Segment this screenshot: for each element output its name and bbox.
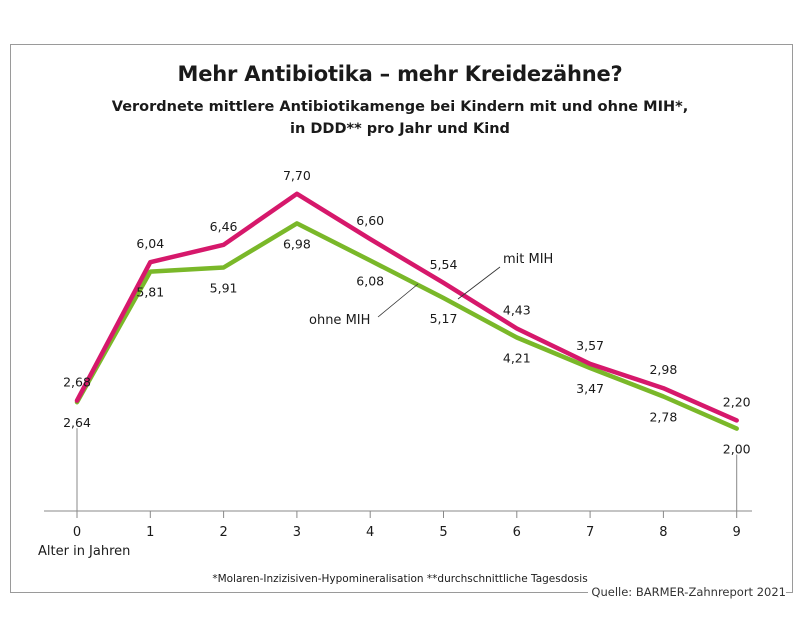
x-tick-label: 6	[513, 525, 521, 540]
data-label-ohne-mih: 5,91	[210, 281, 238, 296]
chart-title: Mehr Antibiotika – mehr Kreidezähne?	[177, 62, 623, 86]
data-label-mit-mih: 4,43	[503, 302, 531, 317]
chart-frame	[10, 44, 793, 593]
data-labels: 2,68 6,04 6,46 7,70 6,60 5,54 4,43 3,57 2,98 2,20…	[63, 168, 751, 457]
x-tick-label: 8	[659, 525, 667, 540]
chart-subtitle-line-1: Verordnete mittlere Antibiotikamenge bei…	[111, 99, 689, 115]
chart-subtitle-line-2: in DDD** pro Jahr und Kind	[290, 121, 510, 137]
data-label-mit-mih: 2,20	[723, 394, 751, 409]
series-line-mit-mih	[74, 191, 739, 423]
data-label-mit-mih: 7,70	[283, 168, 311, 183]
x-tick-label: 3	[293, 525, 301, 540]
source-credit: Quelle: BARMER-Zahnreport 2021	[588, 585, 786, 599]
data-label-mit-mih: 2,68	[63, 375, 91, 390]
data-label-mit-mih: 5,54	[430, 257, 458, 272]
x-tick-label: 0	[73, 525, 81, 540]
data-label-mit-mih: 2,98	[649, 362, 677, 377]
x-axis-title: Alter in Jahren	[38, 544, 130, 559]
legend-label-mit-mih: mit MIH	[503, 252, 553, 267]
x-tick-label: 2	[219, 525, 227, 540]
series-lines	[74, 191, 739, 431]
x-tick-label: 5	[439, 525, 447, 540]
data-label-mit-mih: 6,60	[356, 213, 384, 228]
legend-label-ohne-mih: ohne MIH	[309, 313, 370, 328]
x-tick-label: 9	[733, 525, 741, 540]
x-tick-label: 7	[586, 525, 594, 540]
data-label-ohne-mih: 4,21	[503, 351, 531, 366]
data-label-ohne-mih: 6,98	[283, 236, 311, 251]
data-label-ohne-mih: 3,47	[576, 381, 604, 396]
data-label-ohne-mih: 2,64	[63, 415, 91, 430]
footnote: *Molaren-Inzizisiven-Hypomineralisation …	[212, 573, 588, 585]
series-legend: mit MIH ohne MIH	[309, 252, 553, 328]
x-axis: 0 1 2 3 4 5 6 7 8 9 Alter in Jahren	[38, 428, 752, 559]
series-line-ohne-mih	[74, 221, 739, 431]
data-label-mit-mih: 3,57	[576, 338, 604, 353]
x-tick-label: 1	[146, 525, 154, 540]
legend-leader-mit-mih	[457, 266, 501, 300]
legend-leader-ohne-mih	[377, 283, 419, 318]
data-label-ohne-mih: 5,17	[430, 311, 458, 326]
x-tick-label: 4	[366, 525, 374, 540]
data-label-ohne-mih: 6,08	[356, 274, 384, 289]
data-label-ohne-mih: 5,81	[136, 285, 164, 300]
data-label-mit-mih: 6,46	[210, 219, 238, 234]
data-label-ohne-mih: 2,78	[649, 409, 677, 424]
data-label-mit-mih: 6,04	[136, 236, 164, 251]
data-label-ohne-mih: 2,00	[723, 442, 751, 457]
